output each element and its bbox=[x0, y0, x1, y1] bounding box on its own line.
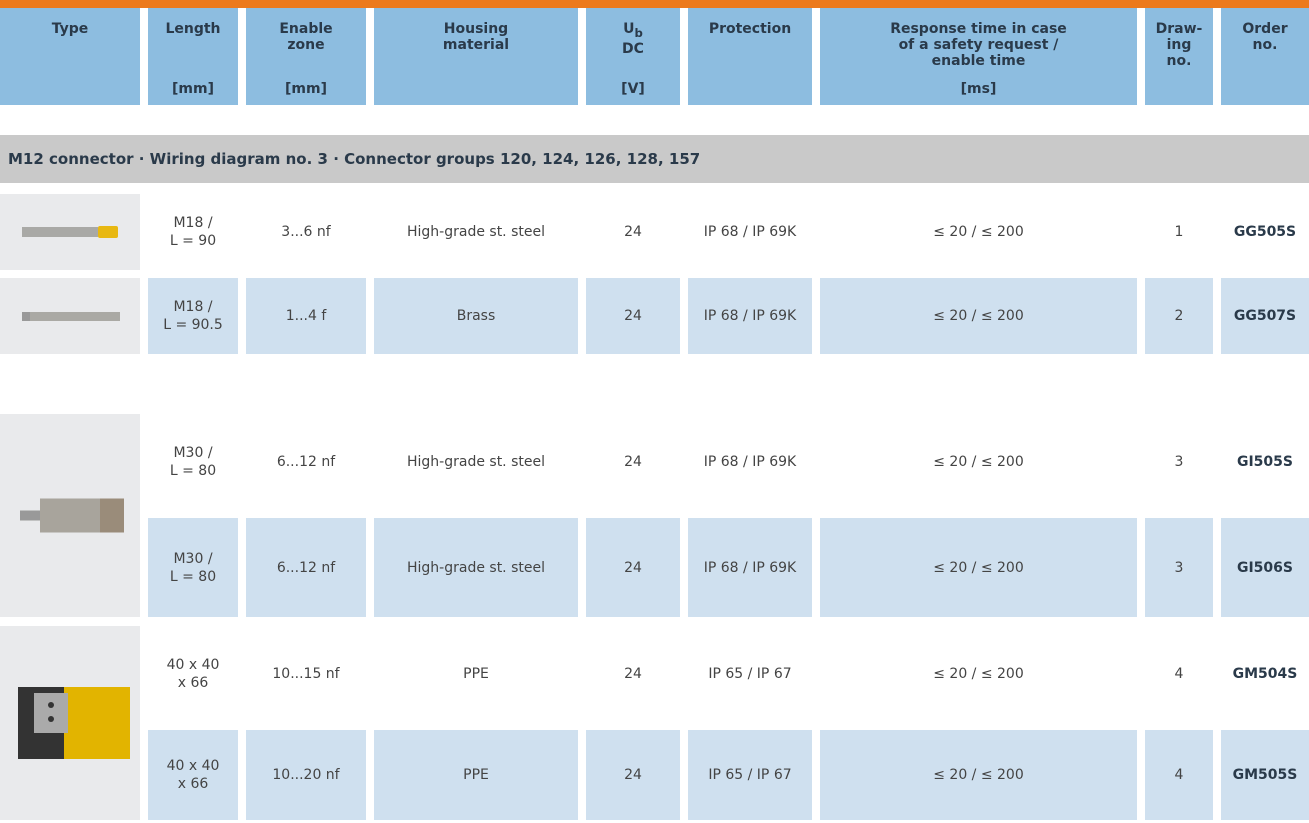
header-text: Protection bbox=[708, 21, 792, 37]
header-label: Protection bbox=[688, 21, 812, 37]
table-cell: IP 68 / IP 69K bbox=[688, 518, 812, 617]
header-cell: Enable zone [mm] bbox=[246, 8, 366, 105]
header-label: Ub DC bbox=[586, 21, 680, 57]
table-cell: High-grade st. steel bbox=[374, 414, 578, 510]
table-cell: 24 bbox=[586, 278, 680, 354]
table-cell: 1 bbox=[1145, 194, 1213, 270]
table-cell: GI506S bbox=[1221, 518, 1309, 617]
header-cell: Response time in case of a safety reques… bbox=[820, 8, 1137, 105]
header-unit: [ms] bbox=[960, 81, 997, 97]
product-image bbox=[0, 194, 140, 270]
header-text: Draw- ing no. bbox=[1155, 21, 1203, 69]
header-label: Type bbox=[0, 21, 140, 37]
header-unit: [mm] bbox=[172, 81, 214, 97]
header-label: Response time in case of a safety reques… bbox=[820, 21, 1137, 69]
header-label: Draw- ing no. bbox=[1145, 21, 1213, 69]
table-cell: ≤ 20 / ≤ 200 bbox=[820, 626, 1137, 722]
table-cell: M30 / L = 80 bbox=[148, 414, 238, 510]
header-label: Enable zone bbox=[246, 21, 366, 53]
header-text: Enable zone bbox=[279, 21, 333, 53]
table-cell: ≤ 20 / ≤ 200 bbox=[820, 730, 1137, 820]
product-drawing bbox=[22, 312, 120, 321]
header-text: Response time in case of a safety reques… bbox=[890, 21, 1067, 69]
table-cell: IP 65 / IP 67 bbox=[688, 626, 812, 722]
product-image bbox=[0, 414, 140, 617]
header-label: Housing material bbox=[374, 21, 578, 53]
table-cell: 6...12 nf bbox=[246, 518, 366, 617]
product-drawing bbox=[18, 687, 130, 759]
product-drawing bbox=[22, 226, 118, 238]
header-text: Housing material bbox=[442, 21, 510, 53]
header-text: Length bbox=[165, 21, 221, 37]
table-cell: 24 bbox=[586, 194, 680, 270]
top-bar bbox=[0, 0, 1309, 8]
table-cell: 2 bbox=[1145, 278, 1213, 354]
product-drawing bbox=[20, 498, 124, 533]
table-cell: 40 x 40 x 66 bbox=[148, 626, 238, 722]
table-cell: 3 bbox=[1145, 414, 1213, 510]
header-cell: Type bbox=[0, 8, 140, 105]
table-cell: ≤ 20 / ≤ 200 bbox=[820, 194, 1137, 270]
table-cell: IP 68 / IP 69K bbox=[688, 414, 812, 510]
table-cell: 24 bbox=[586, 730, 680, 820]
table-cell: GG507S bbox=[1221, 278, 1309, 354]
table-cell: M30 / L = 80 bbox=[148, 518, 238, 617]
table-cell: PPE bbox=[374, 730, 578, 820]
product-image bbox=[0, 626, 140, 820]
header-text: Type bbox=[51, 21, 89, 37]
header-label: Length bbox=[148, 21, 238, 37]
table-cell: PPE bbox=[374, 626, 578, 722]
header-cell: Protection bbox=[688, 8, 812, 105]
table-cell: 24 bbox=[586, 518, 680, 617]
header-unit: [V] bbox=[621, 81, 645, 97]
table-cell: GM505S bbox=[1221, 730, 1309, 820]
product-image bbox=[0, 278, 140, 354]
header-symbol: U bbox=[623, 21, 635, 37]
table-cell: 4 bbox=[1145, 730, 1213, 820]
table-cell: IP 68 / IP 69K bbox=[688, 194, 812, 270]
header-text: Order no. bbox=[1242, 21, 1288, 53]
table-cell: M18 / L = 90.5 bbox=[148, 278, 238, 354]
table-cell: ≤ 20 / ≤ 200 bbox=[820, 278, 1137, 354]
header-cell: Order no. bbox=[1221, 8, 1309, 105]
table-cell: 6...12 nf bbox=[246, 414, 366, 510]
table-cell: IP 68 / IP 69K bbox=[688, 278, 812, 354]
table-cell: IP 65 / IP 67 bbox=[688, 730, 812, 820]
table-cell: GM504S bbox=[1221, 626, 1309, 722]
table-cell: ≤ 20 / ≤ 200 bbox=[820, 518, 1137, 617]
table-cell: 1...4 f bbox=[246, 278, 366, 354]
table-cell: 4 bbox=[1145, 626, 1213, 722]
table-cell: High-grade st. steel bbox=[374, 518, 578, 617]
header-cell: Housing material bbox=[374, 8, 578, 105]
table-cell: M18 / L = 90 bbox=[148, 194, 238, 270]
header-cell: Ub DC [V] bbox=[586, 8, 680, 105]
table-cell: GI505S bbox=[1221, 414, 1309, 510]
section-title: M12 connector · Wiring diagram no. 3 · C… bbox=[0, 135, 1309, 183]
header-cell: Length [mm] bbox=[148, 8, 238, 105]
header-sub: b bbox=[634, 25, 643, 40]
table-cell: GG505S bbox=[1221, 194, 1309, 270]
table-cell: Brass bbox=[374, 278, 578, 354]
table-cell: 40 x 40 x 66 bbox=[148, 730, 238, 820]
header-label: Order no. bbox=[1221, 21, 1309, 53]
table-cell: 24 bbox=[586, 414, 680, 510]
header-text: DC bbox=[622, 40, 644, 57]
table-cell: 10...20 nf bbox=[246, 730, 366, 820]
table-cell: 3 bbox=[1145, 518, 1213, 617]
table-cell: High-grade st. steel bbox=[374, 194, 578, 270]
table-cell: ≤ 20 / ≤ 200 bbox=[820, 414, 1137, 510]
table-cell: 10...15 nf bbox=[246, 626, 366, 722]
table-cell: 3...6 nf bbox=[246, 194, 366, 270]
header-cell: Draw- ing no. bbox=[1145, 8, 1213, 105]
header-unit: [mm] bbox=[285, 81, 327, 97]
table-cell: 24 bbox=[586, 626, 680, 722]
